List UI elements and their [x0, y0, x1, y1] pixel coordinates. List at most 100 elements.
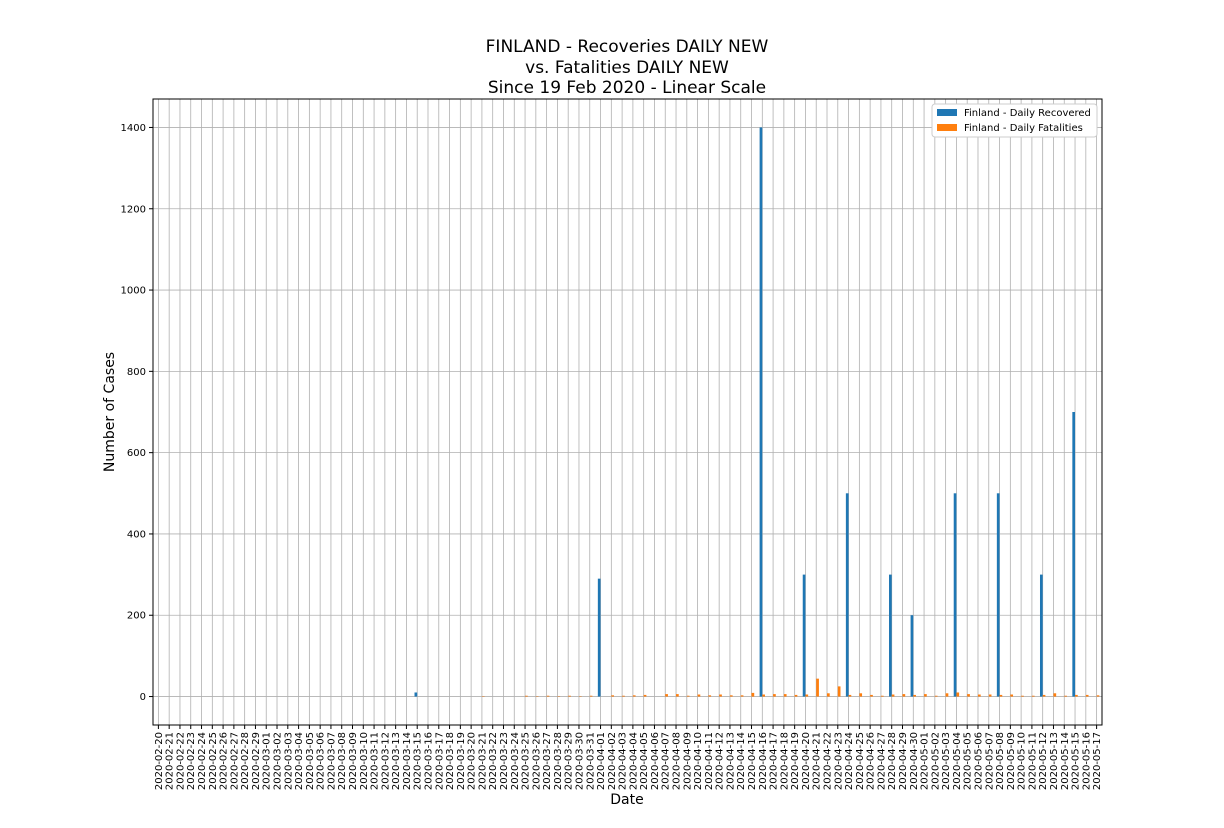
x-tick-label: 2020-02-26 — [219, 732, 230, 790]
x-tick-label: 2020-04-29 — [898, 732, 909, 790]
x-tick-label: 2020-03-13 — [391, 732, 402, 790]
x-tick-label: 2020-04-13 — [725, 732, 736, 790]
x-tick-label: 2020-04-03 — [618, 732, 629, 790]
x-tick-label: 2020-03-23 — [499, 732, 510, 790]
y-tick-label: 200 — [127, 611, 146, 622]
x-tick-label: 2020-04-14 — [736, 732, 747, 790]
x-tick-label: 2020-05-05 — [963, 732, 974, 790]
x-tick-label: 2020-03-03 — [283, 732, 294, 790]
bar-fatalities — [891, 694, 895, 697]
grid — [153, 99, 1102, 725]
x-axis-ticks: 2020-02-20 2020-02-21 2020-02-22 2020-02-23… — [154, 725, 1103, 790]
legend-swatch-fatalities — [937, 124, 957, 131]
x-tick-label: 2020-04-02 — [607, 732, 618, 790]
x-tick-label: 2020-04-18 — [779, 732, 790, 790]
bar-fatalities — [773, 694, 776, 697]
bar-fatalities — [676, 694, 679, 697]
bar-fatalities — [1085, 694, 1089, 697]
bar-fatalities — [934, 695, 938, 697]
x-tick-label: 2020-04-07 — [661, 732, 672, 790]
legend: Finland - Daily Recovered Finland - Dail… — [931, 103, 1098, 138]
bar-fatalities — [1096, 695, 1100, 697]
bar-fatalities — [859, 693, 863, 697]
x-tick-label: 2020-03-25 — [521, 732, 532, 790]
x-axis-label: Date — [610, 792, 643, 808]
y-tick-label: 0 — [140, 692, 146, 703]
bar-fatalities — [1042, 694, 1046, 697]
bar-recovered — [1039, 574, 1043, 697]
x-tick-label: 2020-05-08 — [995, 732, 1006, 790]
bar-fatalities — [870, 694, 873, 697]
bar-fatalities — [632, 695, 636, 697]
bar-fatalities — [546, 695, 550, 697]
x-tick-label: 2020-02-22 — [175, 732, 186, 790]
x-tick-label: 2020-04-10 — [693, 732, 704, 790]
bar-fatalities — [589, 695, 593, 697]
x-tick-label: 2020-03-11 — [370, 732, 381, 790]
x-tick-label: 2020-02-28 — [240, 732, 251, 790]
x-tick-label: 2020-04-19 — [790, 732, 801, 790]
x-tick-label: 2020-04-11 — [704, 732, 715, 790]
bar-fatalities — [622, 695, 625, 697]
bar-fatalities — [1064, 695, 1067, 697]
legend-swatch-recovered — [937, 109, 957, 116]
x-tick-label: 2020-04-23 — [833, 732, 844, 790]
bar-fatalities — [999, 694, 1003, 697]
bar-fatalities — [924, 694, 927, 697]
x-tick-label: 2020-05-02 — [930, 732, 941, 790]
bar-fatalities — [1075, 694, 1078, 697]
bar-recovered — [597, 578, 601, 697]
bar-fatalities — [967, 694, 970, 697]
x-tick-label: 2020-03-19 — [456, 732, 467, 790]
bar-recovered — [414, 692, 418, 697]
x-tick-label: 2020-05-06 — [973, 732, 984, 790]
x-tick-label: 2020-04-06 — [650, 732, 661, 790]
chart-title-line-1: FINLAND - Recoveries DAILY NEW — [486, 37, 769, 57]
x-tick-label: 2020-04-22 — [823, 732, 834, 790]
x-tick-label: 2020-03-21 — [477, 732, 488, 790]
x-tick-label: 2020-04-21 — [812, 732, 823, 790]
x-tick-label: 2020-05-12 — [1038, 732, 1049, 790]
bar-recovered — [759, 127, 763, 697]
x-tick-label: 2020-03-28 — [553, 732, 564, 790]
bar-fatalities — [805, 694, 809, 697]
legend-label-fatalities: Finland - Daily Fatalities — [964, 123, 1083, 134]
x-tick-label: 2020-03-12 — [380, 732, 391, 790]
x-tick-label: 2020-03-27 — [542, 732, 553, 790]
x-tick-label: 2020-02-24 — [197, 732, 208, 790]
x-tick-label: 2020-04-24 — [844, 732, 855, 790]
x-tick-label: 2020-04-28 — [887, 732, 898, 790]
x-tick-label: 2020-03-01 — [262, 732, 273, 790]
bar-fatalities — [708, 695, 712, 697]
x-tick-label: 2020-05-09 — [1006, 732, 1017, 790]
y-tick-label: 800 — [127, 367, 146, 378]
bar-fatalities — [816, 678, 819, 697]
x-tick-label: 2020-03-07 — [326, 732, 337, 790]
legend-frame — [931, 103, 1098, 138]
x-tick-label: 2020-03-30 — [574, 732, 585, 790]
bar-fatalities — [611, 695, 615, 697]
bar-fatalities — [945, 693, 949, 697]
bar-fatalities — [1010, 694, 1014, 697]
x-tick-label: 2020-04-30 — [909, 732, 920, 790]
x-tick-label: 2020-03-20 — [467, 732, 478, 790]
x-tick-label: 2020-03-02 — [273, 732, 284, 790]
x-tick-label: 2020-03-14 — [402, 732, 413, 790]
x-tick-label: 2020-02-27 — [229, 732, 240, 790]
x-tick-label: 2020-05-03 — [941, 732, 952, 790]
x-tick-label: 2020-02-21 — [165, 732, 176, 790]
x-tick-label: 2020-03-05 — [305, 732, 316, 790]
bar-fatalities — [988, 694, 992, 697]
y-axis-ticks: 0 200 400 600 800 1000 1200 1400 — [121, 123, 153, 703]
x-tick-label: 2020-04-05 — [639, 732, 650, 790]
x-tick-label: 2020-03-04 — [294, 732, 305, 790]
bar-fatalities — [902, 694, 906, 697]
x-tick-label: 2020-03-29 — [564, 732, 575, 790]
x-tick-label: 2020-03-18 — [445, 732, 456, 790]
bar-recovered — [910, 615, 914, 697]
x-tick-label: 2020-03-15 — [413, 732, 424, 790]
bar-fatalities — [783, 694, 787, 697]
x-tick-label: 2020-05-17 — [1092, 732, 1103, 790]
bar-fatalities — [1031, 695, 1035, 697]
bar-recovered — [1072, 412, 1076, 697]
